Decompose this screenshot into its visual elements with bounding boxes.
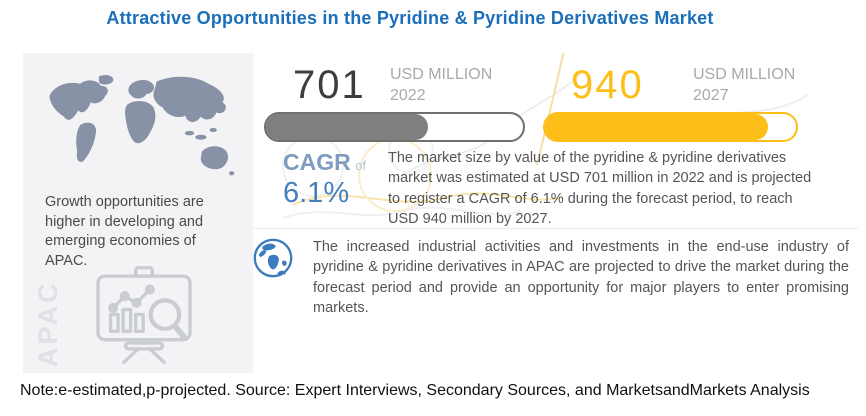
market-value-2027: 940 [571,63,644,107]
section-divider [253,228,858,229]
progress-bar-2022 [264,112,525,142]
cagr-label: CAGR [283,149,351,175]
cagr-connector: of [355,158,367,173]
progress-fill-2027 [545,114,769,140]
progress-fill-2022 [266,114,428,140]
page-title: Attractive Opportunities in the Pyridine… [106,8,714,28]
opportunity-text: The increased industrial activities and … [313,239,849,316]
apac-caption: Growth opportunities are higher in devel… [45,194,204,270]
apac-watermark: APAC [33,280,63,367]
cagr-value: 6.1% [283,177,350,209]
progress-bar-2027 [543,112,798,142]
year-label: 2027 [693,86,729,104]
unit-year-2027: USD MILLION 2027 [693,65,795,107]
cagr-block: CAGR of 6.1% [283,149,366,210]
market-size-text: The market size by value of the pyridine… [388,150,812,227]
market-value-2022: 701 [293,63,366,107]
market-content: 701 USD MILLION 2022 940 USD MILLION 202… [253,53,858,373]
globe-icon [253,238,293,278]
apac-panel: Growth opportunities are higher in devel… [23,53,253,373]
unit-label: USD MILLION [390,66,493,83]
world-map-icon [49,74,235,176]
unit-label: USD MILLION [693,66,796,83]
chart-presentation-icon [96,266,192,364]
footnote: Note:e-estimated,p-projected. Source: Ex… [20,382,810,399]
year-label: 2022 [390,86,426,104]
unit-year-2022: USD MILLION 2022 [390,65,492,107]
